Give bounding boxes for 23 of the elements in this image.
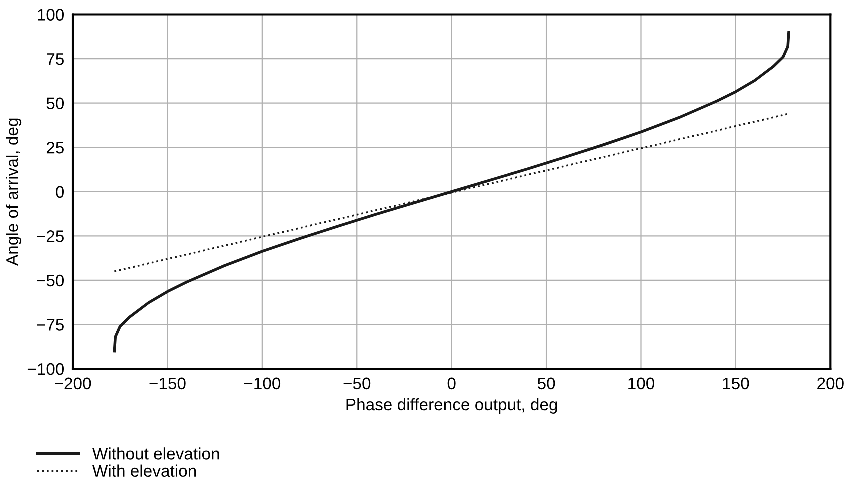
x-axis-title: Phase difference output, deg [346,398,558,414]
y-axis-title: Angle of arrival, deg [6,118,22,266]
x-tick-label: 50 [538,378,556,390]
y-tick-label: 100 [38,9,64,21]
x-tick-label: 150 [723,378,750,390]
y-tick-label: 0 [56,186,64,198]
y-tick-label: 25 [46,142,64,154]
x-tick-label: −200 [55,378,92,390]
x-tick-label: −150 [150,378,186,390]
x-tick-label: −100 [244,378,281,390]
y-tick-label: 50 [46,98,64,110]
legend-label: With elevation [92,464,196,478]
x-tick-label: 100 [628,378,654,390]
legend-label: Without elevation [92,448,220,460]
y-tick-label: −100 [28,363,64,376]
x-tick-label: 0 [448,378,456,390]
x-tick-label: −50 [344,378,371,390]
x-tick-label: 200 [818,378,844,390]
y-tick-label: −50 [37,274,64,287]
y-tick-label: −75 [37,319,64,331]
line-series [113,31,790,353]
y-tick-label: −25 [37,230,64,242]
y-tick-label: 75 [47,54,64,66]
